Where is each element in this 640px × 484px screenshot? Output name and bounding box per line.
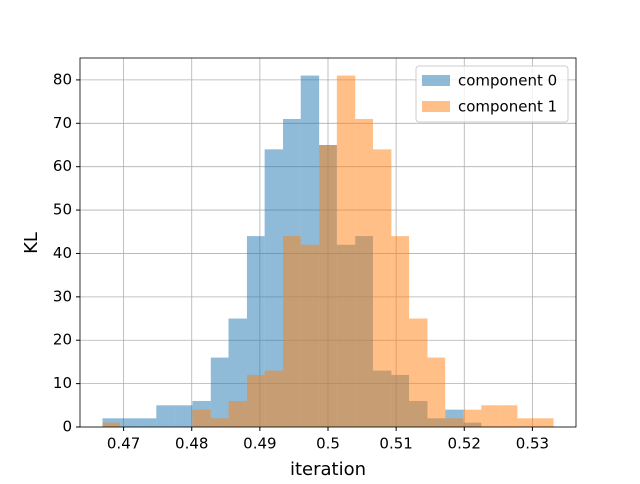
y-tick-label: 30 [53,287,72,305]
histogram-bar [120,418,139,427]
histogram-bar [427,357,446,427]
y-tick-label: 70 [53,114,72,132]
x-tick-label: 0.47 [107,435,140,453]
legend-label: component 1 [458,98,557,116]
legend-swatch [422,101,450,112]
histogram-bar [264,370,284,427]
histogram-bar [372,149,392,427]
histogram-bar [246,374,265,427]
histogram-bar [391,236,410,427]
histogram-bar [463,409,482,427]
histogram-bar [445,418,464,427]
histogram-bar [210,418,229,427]
histogram-bar [481,405,500,427]
x-tick-label: 0.48 [175,435,208,453]
y-tick-label: 40 [53,244,72,262]
histogram-bar [355,118,373,427]
histogram-bar [499,405,518,427]
histogram-bar [264,149,284,427]
x-tick-label: 0.49 [243,435,276,453]
histogram-bar [102,422,121,427]
x-tick-label: 0.51 [379,435,412,453]
histogram-bar [210,357,229,427]
y-tick-label: 20 [53,331,72,349]
legend: component 0 component 1 [415,65,569,123]
legend-label: component 0 [458,72,557,90]
y-tick-label: 80 [53,70,72,88]
histogram-bar [192,409,211,427]
y-tick-label: 0 [62,418,72,436]
histogram-bar [300,244,320,427]
histogram-bar [228,318,247,427]
histogram-bar [319,144,337,427]
histogram-bar [517,418,536,427]
legend-swatch [422,75,450,86]
x-tick-label: 0.52 [448,435,481,453]
histogram-bar [409,318,428,427]
y-tick-label: 10 [53,374,72,392]
x-axis-label: iteration [290,459,366,480]
x-tick-label: 0.5 [316,435,340,453]
histogram-bar [336,75,356,428]
histogram-bar [156,405,175,427]
histogram-bar [535,418,554,427]
histogram-bar [174,405,193,427]
y-axis-label: KL [21,232,42,254]
histogram-bar [138,418,157,427]
histogram-bar [228,400,247,427]
x-tick-label: 0.53 [516,435,549,453]
y-tick-label: 60 [53,157,72,175]
histogram-bar [283,236,301,427]
plot-frame [79,57,577,428]
y-tick-label: 50 [53,201,72,219]
legend-box [415,65,569,123]
